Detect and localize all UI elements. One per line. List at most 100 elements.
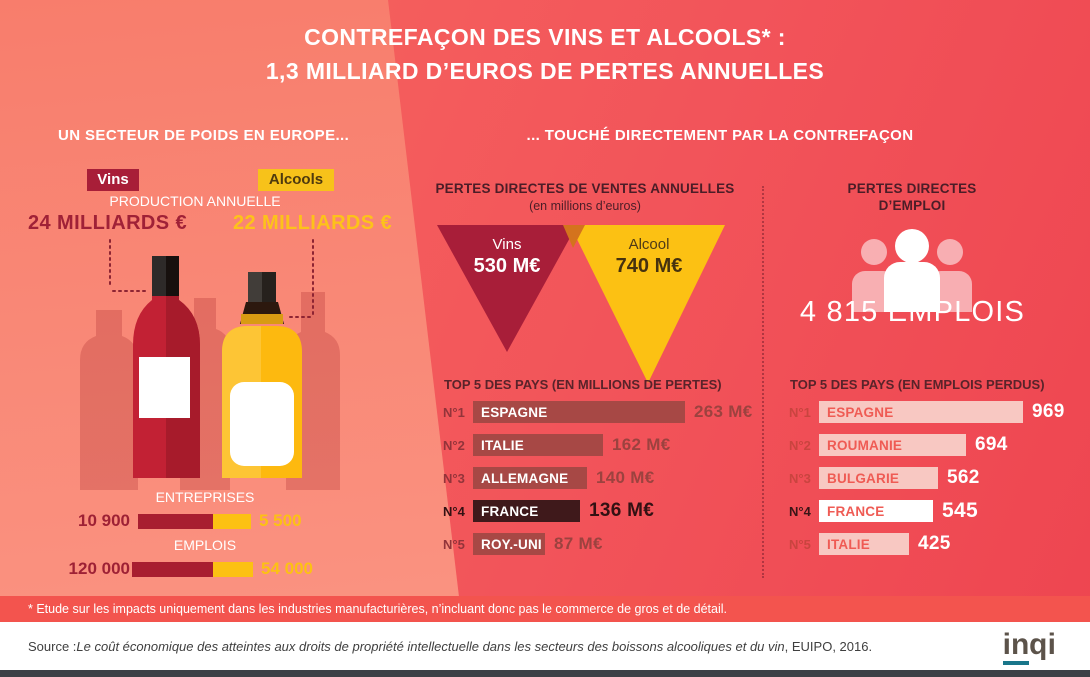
country-label: ROY.-UNI (481, 536, 542, 552)
loss-value: 162 M€ (612, 435, 671, 454)
country-label: FRANCE (827, 503, 885, 519)
sales-top5-title: TOP 5 DES PAYS (EN MILLIONS DE PERTES) (444, 377, 722, 392)
inpi-logo-i: i (1047, 628, 1056, 661)
rank-label: N°3 (789, 470, 811, 486)
country-bar: FRANCE (473, 500, 580, 522)
page-title: CONTREFAÇON DES VINS ET ALCOOLS* : 1,3 M… (0, 20, 1090, 88)
loss-value: 263 M€ (694, 402, 753, 421)
page-title-line2: 1,3 MILLIARD D’EUROS DE PERTES ANNUELLES (265, 58, 825, 84)
table-row: N°1 ESPAGNE 969 (789, 401, 1065, 423)
inpi-logo-in: in (1002, 628, 1030, 665)
entreprises-alcools-value: 5 500 (259, 511, 302, 530)
footnote-text: * Etude sur les impacts uniquement dans … (28, 602, 727, 616)
alcools-dotted-connector (287, 239, 314, 318)
country-bar: FRANCE (819, 500, 933, 522)
jobs-losses-title-line2: D’EMPLOI (878, 198, 946, 213)
country-bar: ALLEMAGNE (473, 467, 587, 489)
country-label: ALLEMAGNE (481, 470, 569, 486)
jobs-total-value: 4 815 EMPLOIS (799, 296, 1026, 328)
production-label: PRODUCTION ANNUELLE (109, 193, 281, 209)
jobs-top5-list: N°1 ESPAGNE 969 N°2 ROUMANIE 694 N°3 BUL… (789, 401, 1065, 566)
rank-label: N°5 (443, 536, 465, 552)
source-line: Source : Le coût économique des atteinte… (28, 622, 872, 670)
emplois-alcools-bar (213, 562, 253, 577)
rank-label: N°1 (789, 404, 811, 420)
source-label: Source : (28, 638, 77, 654)
vins-dotted-connector (109, 239, 149, 292)
emplois-vins-bar (132, 562, 213, 577)
country-bar: ESPAGNE (819, 401, 1023, 423)
entreprises-label: ENTREPRISES (155, 489, 255, 505)
country-bar: ITALIE (473, 434, 603, 456)
bottles-illustration (80, 239, 340, 490)
country-label: ESPAGNE (481, 404, 548, 420)
alcools-badge: Alcools (258, 169, 334, 191)
rank-label: N°4 (789, 503, 811, 519)
table-row: N°1 ESPAGNE 263 M€ (443, 401, 753, 423)
country-bar: ROUMANIE (819, 434, 966, 456)
sales-losses-title: PERTES DIRECTES DE VENTES ANNUELLES (435, 181, 735, 196)
alcools-production-value: 22 MILLIARDS € (233, 212, 392, 234)
jobs-value: 562 (947, 467, 980, 488)
page-title-line1: CONTREFAÇON DES VINS ET ALCOOLS* : (304, 24, 786, 50)
country-label: ESPAGNE (827, 404, 894, 420)
bottle-silhouette-icon (80, 310, 138, 490)
entreprises-alcools-bar (213, 514, 251, 529)
country-label: ITALIE (827, 536, 870, 552)
emplois-label: EMPLOIS (173, 537, 237, 553)
alcool-triangle-value: 740 M€ (616, 255, 683, 277)
right-section-heading: ... TOUCHÉ DIRECTEMENT PAR LA CONTREFAÇO… (526, 127, 914, 144)
vins-production-value: 24 MILLIARDS € (28, 212, 187, 234)
rank-label: N°5 (789, 536, 811, 552)
country-bar: ROY.-UNI (473, 533, 545, 555)
alcool-triangle-label: Alcool (629, 236, 670, 253)
people-group-icon (852, 229, 972, 312)
inpi-logo: inpi (1002, 628, 1056, 665)
rank-label: N°3 (443, 470, 465, 486)
table-row: N°2 ITALIE 162 M€ (443, 434, 753, 456)
jobs-losses-title-line1: PERTES DIRECTES (847, 181, 977, 196)
vins-triangle-label: Vins (493, 236, 522, 253)
alcool-triangle (570, 225, 725, 383)
table-row: N°2 ROUMANIE 694 (789, 434, 1065, 456)
entreprises-vins-value: 10 900 (78, 511, 130, 530)
footer: Source : Le coût économique des atteinte… (0, 622, 1090, 670)
bottom-bar (0, 670, 1090, 677)
vins-triangle (437, 225, 577, 352)
source-suffix: , EUIPO, 2016. (784, 638, 873, 654)
table-row: N°5 ITALIE 425 (789, 533, 1065, 555)
country-bar: ESPAGNE (473, 401, 685, 423)
person-icon (884, 229, 940, 312)
jobs-value: 694 (975, 434, 1008, 455)
country-bar: BULGARIE (819, 467, 938, 489)
country-label: ROUMANIE (827, 437, 903, 453)
emplois-alcools-value: 54 000 (261, 559, 313, 578)
losses-triangles-chart: Vins 530 M€ Alcool 740 M€ (437, 225, 725, 383)
country-label: FRANCE (481, 503, 539, 519)
jobs-value: 969 (1032, 401, 1065, 422)
country-bar: ITALIE (819, 533, 909, 555)
source-title: Le coût économique des atteintes aux dro… (76, 638, 785, 654)
rank-label: N°1 (443, 404, 465, 420)
triangle-overlap (563, 225, 585, 248)
table-row-highlight-france: N°4 FRANCE 545 (789, 499, 1065, 522)
entreprises-vins-bar (138, 514, 213, 529)
table-row: N°5 ROY.-UNI 87 M€ (443, 533, 753, 555)
rank-label: N°4 (443, 503, 465, 519)
vins-badge: Vins (87, 169, 139, 191)
jobs-value: 545 (942, 499, 978, 522)
rank-label: N°2 (443, 437, 465, 453)
left-section-heading: UN SECTEUR DE POIDS EN EUROPE... (58, 127, 350, 144)
vins-triangle-value: 530 M€ (474, 255, 541, 277)
inpi-logo-reversed-p: p (1029, 628, 1048, 661)
jobs-top5-title: TOP 5 DES PAYS (EN EMPLOIS PERDUS) (790, 377, 1045, 392)
loss-value: 87 M€ (554, 534, 603, 553)
loss-value: 136 M€ (589, 500, 655, 521)
loss-value: 140 M€ (596, 468, 655, 487)
country-label: BULGARIE (827, 470, 900, 486)
sales-losses-subtitle: (en millions d’euros) (529, 199, 641, 213)
table-row-highlight-france: N°4 FRANCE 136 M€ (443, 500, 753, 522)
wine-bottle-icon (133, 256, 200, 478)
table-row: N°3 BULGARIE 562 (789, 467, 1065, 489)
country-label: ITALIE (481, 437, 524, 453)
